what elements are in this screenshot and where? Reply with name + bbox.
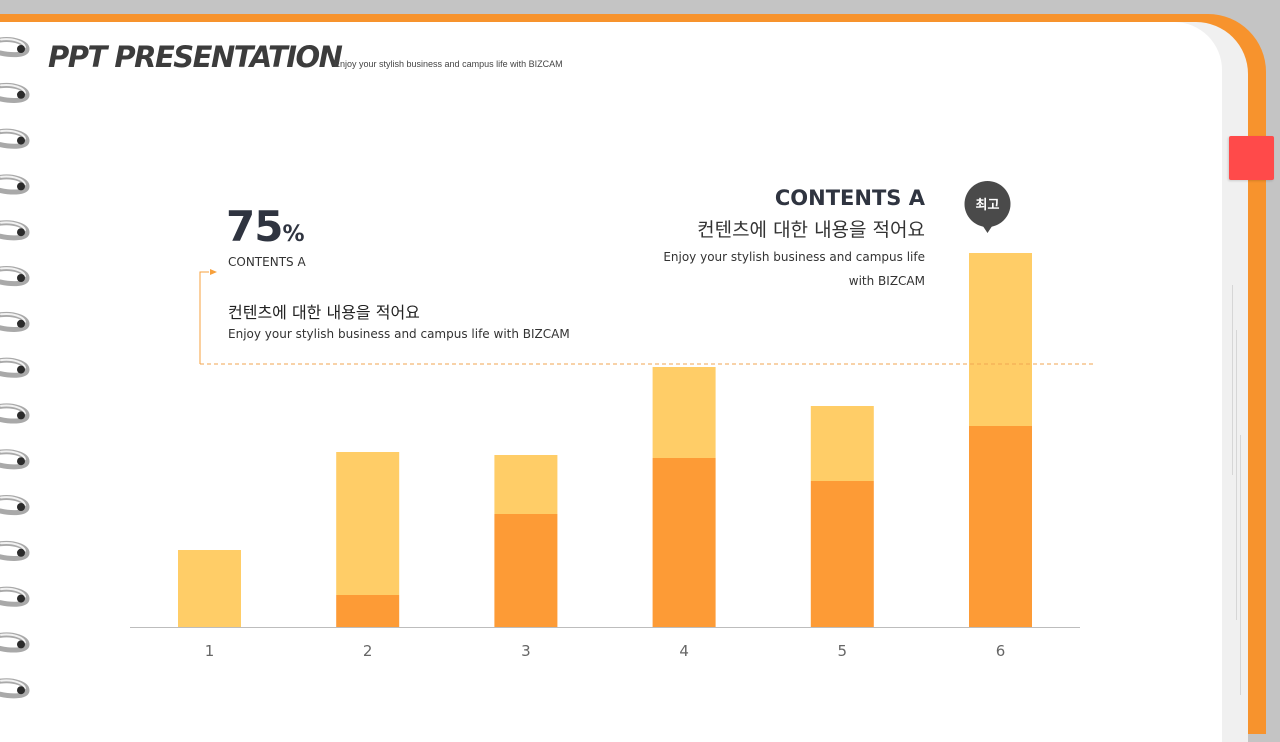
binder-ring-icon: [0, 82, 30, 103]
x-tick-label: 5: [838, 642, 848, 660]
binder-ring-icon: [0, 357, 30, 378]
x-tick-label: 3: [521, 642, 531, 660]
callout-label: 최고: [976, 198, 1000, 213]
connector-arrow-icon: [210, 269, 217, 275]
bar-segment-2-series-1: [336, 595, 400, 627]
page-edge-line: [1236, 330, 1237, 620]
highlight-description-line: Enjoy your stylish business and campus l…: [663, 250, 925, 264]
bar-segment-3-series-2: [494, 455, 558, 514]
bar-group: [178, 253, 1032, 627]
bar-segment-5-series-1: [810, 481, 874, 627]
page-edge-line: [1240, 435, 1241, 695]
bar-segment-4-series-2: [652, 367, 716, 458]
binder-ring-icon: [0, 37, 30, 58]
bar-segment-5-series-2: [810, 406, 874, 481]
callout-bubble: [964, 181, 1011, 227]
bar-segment-1-series-2: [178, 550, 241, 627]
binder-ring-icon: [0, 586, 30, 607]
bookmark-tab[interactable]: [1229, 136, 1274, 180]
x-tick-group: 1 2 3 4 5 6: [205, 642, 1006, 660]
reference-connector: [199, 271, 209, 364]
highlight-description-line: with BIZCAM: [848, 274, 925, 288]
binder-ring-icon: [0, 220, 30, 241]
binder-ring-icon: [0, 632, 30, 653]
binder-ring-icon: [0, 311, 30, 332]
binder-ring-icon: [0, 678, 30, 699]
bar-segment-2-series-2: [336, 452, 400, 595]
x-tick-label: 4: [679, 642, 689, 660]
binder-ring-icon: [0, 266, 30, 287]
speech-bubble-icon: 최고: [964, 181, 1011, 233]
binder-ring-icon: [0, 495, 30, 516]
x-tick-label: 2: [363, 642, 373, 660]
highlight-heading: 컨텐츠에 대한 내용을 적어요: [697, 219, 925, 241]
x-tick-label: 6: [996, 642, 1006, 660]
binder-ring-icon: [0, 403, 30, 424]
highlight-description: Enjoy your stylish business and campus l…: [663, 245, 925, 293]
bar-segment-6-series-2: [969, 253, 1032, 426]
spiral-binding-icon: [0, 37, 30, 699]
binder-ring-icon: [0, 128, 30, 149]
bar-segment-4-series-1: [652, 458, 716, 627]
page-edge-line: [1232, 285, 1233, 475]
bar-segment-6-series-1: [969, 426, 1032, 627]
x-tick-label: 1: [205, 642, 215, 660]
stat-value: 75%: [226, 202, 305, 251]
stat-unit: %: [282, 222, 305, 247]
stat-number: 75: [226, 202, 283, 251]
highlight-block: CONTENTS A 컨텐츠에 대한 내용을 적어요 Enjoy your st…: [663, 186, 925, 293]
binder-ring-icon: [0, 174, 30, 195]
stat-label: CONTENTS A: [228, 255, 306, 269]
page-title: PPT PRESENTATION: [48, 40, 343, 74]
highlight-title: CONTENTS A: [774, 186, 925, 210]
left-heading: 컨텐츠에 대한 내용을 적어요: [228, 303, 420, 322]
bar-segment-3-series-1: [494, 514, 558, 627]
binder-ring-icon: [0, 540, 30, 561]
stacked-bar-chart: 1 2 3 4 5 6 최고: [130, 181, 1093, 660]
page-subtitle: Enjoy your stylish business and campus l…: [334, 59, 563, 69]
binder-ring-icon: [0, 449, 30, 470]
left-description: Enjoy your stylish business and campus l…: [228, 327, 570, 341]
callout-tail: [981, 224, 994, 233]
